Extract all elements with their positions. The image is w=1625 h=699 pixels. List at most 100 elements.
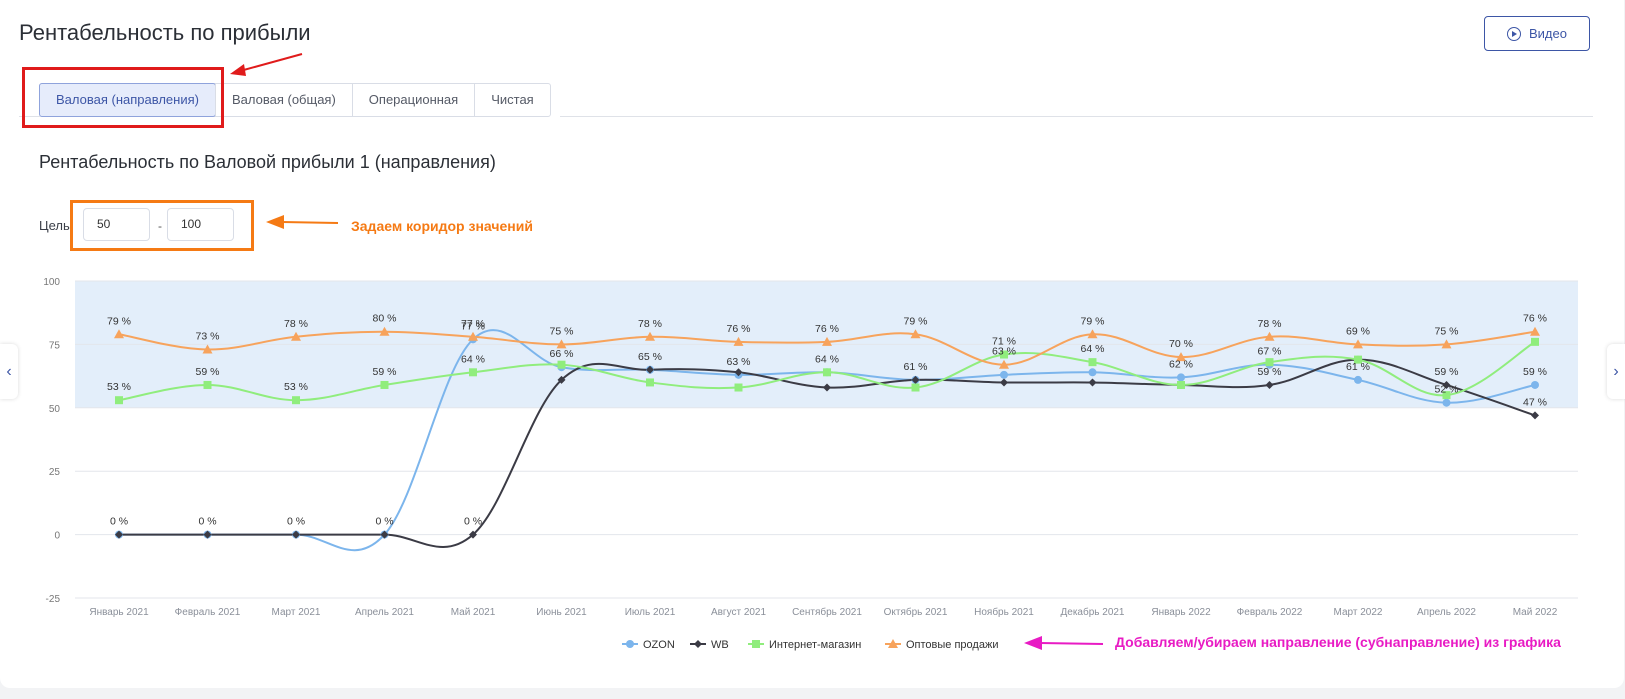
data-point-ozon[interactable]: [1088, 368, 1097, 377]
data-point-internet[interactable]: [469, 368, 477, 377]
data-point-wholesale[interactable]: [645, 331, 655, 341]
data-point-wb[interactable]: [1265, 380, 1274, 389]
arrow-head: [230, 64, 246, 76]
data-point-internet[interactable]: [823, 368, 831, 377]
data-point-wholesale[interactable]: [202, 344, 213, 354]
data-point-wholesale[interactable]: [1087, 329, 1098, 339]
data-point-internet[interactable]: [1442, 391, 1451, 400]
y-tick-label: 0: [54, 531, 60, 542]
data-point-ozon[interactable]: [1177, 373, 1185, 382]
data-label: 61 %: [904, 361, 928, 373]
data-point-wholesale[interactable]: [379, 326, 390, 336]
annotation-legend-hint: Добавляем/убираем направление (субнаправ…: [1115, 634, 1561, 650]
data-point-internet[interactable]: [1265, 358, 1274, 367]
data-point-wholesale[interactable]: [1441, 339, 1452, 349]
data-point-ozon[interactable]: [1531, 380, 1539, 389]
legend-item-wb[interactable]: WB: [690, 639, 729, 651]
data-point-wb[interactable]: [1531, 411, 1539, 420]
data-point-wholesale[interactable]: [291, 331, 301, 341]
data-point-wholesale[interactable]: [999, 359, 1009, 369]
data-label: 80 %: [373, 313, 397, 325]
data-point-internet[interactable]: [646, 378, 654, 387]
legend-item-ozon[interactable]: OZON: [622, 639, 675, 651]
data-label: 65 %: [638, 351, 662, 363]
target-label: Цель: [39, 218, 70, 233]
data-point-internet[interactable]: [203, 380, 212, 389]
tab-gross-total[interactable]: Валовая (общая): [214, 84, 352, 116]
data-label: 59 %: [373, 366, 397, 378]
data-point-ozon[interactable]: [1000, 370, 1008, 379]
data-label: 70 %: [1169, 338, 1193, 350]
data-label: 69 %: [1346, 325, 1370, 337]
data-point-internet[interactable]: [1088, 358, 1097, 367]
data-point-wb[interactable]: [380, 530, 389, 539]
data-point-wb[interactable]: [115, 530, 123, 539]
data-label: 59 %: [1523, 366, 1547, 378]
legend-item-wholesale[interactable]: Оптовые продажи: [885, 639, 998, 651]
data-label: 0 %: [198, 516, 216, 528]
data-point-wb[interactable]: [911, 375, 920, 384]
x-tick-label: Май 2022: [1513, 607, 1558, 618]
x-tick-label: Декабрь 2021: [1060, 606, 1124, 618]
data-point-internet[interactable]: [115, 396, 123, 405]
data-point-internet[interactable]: [380, 380, 389, 389]
arrow-head: [1024, 636, 1042, 650]
data-point-wb[interactable]: [469, 530, 477, 539]
data-point-wholesale[interactable]: [1264, 331, 1275, 341]
data-point-internet[interactable]: [911, 383, 920, 392]
arrow-line: [239, 53, 303, 72]
data-label: 67 %: [1258, 346, 1282, 358]
data-point-wb[interactable]: [557, 375, 566, 384]
data-point-wb[interactable]: [1088, 378, 1097, 387]
data-point-wb[interactable]: [823, 383, 831, 392]
data-point-ozon[interactable]: [1442, 398, 1451, 407]
data-point-wb[interactable]: [646, 365, 654, 374]
data-label: 66 %: [550, 348, 574, 360]
data-point-wholesale[interactable]: [114, 329, 124, 339]
x-tick-label: Февраль 2022: [1237, 607, 1303, 618]
data-point-wholesale[interactable]: [1176, 352, 1186, 362]
data-point-wholesale[interactable]: [910, 329, 921, 339]
target-max-input[interactable]: 100: [167, 208, 234, 241]
legend-marker: [626, 640, 634, 648]
data-point-wb[interactable]: [1000, 378, 1008, 387]
chevron-right-icon: ›: [1613, 362, 1619, 380]
data-point-wb[interactable]: [203, 530, 212, 539]
data-point-wb[interactable]: [1442, 380, 1451, 389]
data-point-internet[interactable]: [734, 383, 743, 392]
next-chart-button[interactable]: ›: [1607, 344, 1625, 399]
x-tick-label: Июнь 2021: [536, 607, 587, 618]
data-point-internet[interactable]: [1177, 380, 1185, 389]
legend-label: OZON: [643, 639, 675, 651]
tab-gross-directions[interactable]: Валовая (направления): [39, 83, 216, 117]
data-point-wb[interactable]: [734, 368, 743, 377]
data-label: 76 %: [815, 323, 839, 335]
video-button[interactable]: Видео: [1484, 16, 1590, 51]
tab-operational[interactable]: Операционная: [351, 84, 474, 116]
data-label: 78 %: [638, 318, 662, 330]
profit-type-tabs: Валовая (направления) Валовая (общая) Оп…: [39, 83, 551, 117]
data-label: 52 %: [1435, 384, 1459, 396]
legend-item-internet[interactable]: Интернет-магазин: [748, 639, 861, 651]
data-point-wholesale[interactable]: [733, 336, 744, 346]
data-point-internet[interactable]: [557, 360, 566, 369]
data-point-wholesale[interactable]: [1530, 326, 1540, 336]
prev-chart-button[interactable]: ‹: [0, 344, 18, 399]
data-point-internet[interactable]: [292, 396, 300, 405]
data-point-ozon[interactable]: [1354, 375, 1362, 384]
data-point-internet[interactable]: [1531, 337, 1539, 346]
data-point-internet[interactable]: [1354, 355, 1362, 364]
series-line-ozon: [119, 329, 1536, 552]
arrow-line: [1039, 642, 1104, 645]
x-tick-label: Ноябрь 2021: [974, 606, 1034, 618]
data-label: 63 %: [727, 356, 751, 368]
data-point-wb[interactable]: [292, 530, 300, 539]
data-point-wholesale[interactable]: [556, 339, 567, 349]
data-point-wholesale[interactable]: [822, 336, 832, 346]
tab-net[interactable]: Чистая: [474, 84, 550, 116]
data-point-internet[interactable]: [1000, 350, 1008, 359]
data-point-wholesale[interactable]: [1353, 339, 1363, 349]
target-min-input[interactable]: 50: [83, 208, 150, 241]
data-point-wholesale[interactable]: [468, 331, 478, 341]
y-tick-label: -25: [46, 594, 61, 605]
